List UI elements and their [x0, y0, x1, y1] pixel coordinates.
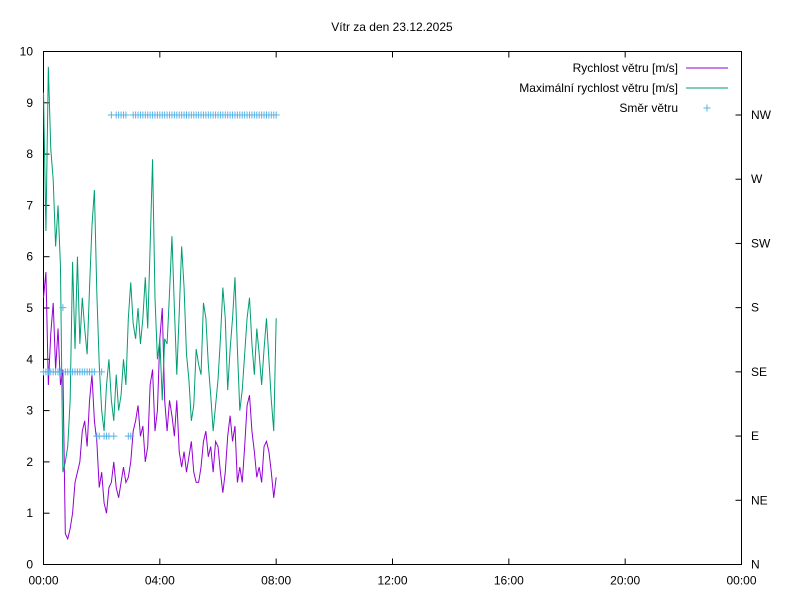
x-tick-label: 04:00 — [145, 574, 175, 588]
x-tick-label: 00:00 — [726, 574, 756, 588]
y-tick-label: 9 — [26, 96, 33, 110]
y-tick-label: 3 — [26, 404, 33, 418]
y2-tick-label: N — [751, 558, 760, 572]
legend-label-0: Rychlost větru [m/s] — [573, 61, 678, 75]
axes-layer: 0 1 2 3 4 5 6 7 8 9 10 N NE E SE S SW W NW 00:00 04:00 08:00 1… — [20, 45, 772, 588]
y2-tick-label: NE — [751, 493, 768, 507]
y-tick-label: 4 — [26, 352, 33, 366]
direction-point — [127, 432, 135, 440]
y2-tick-label: S — [751, 301, 759, 315]
direction-point — [90, 368, 98, 376]
x-tick-label: 16:00 — [494, 574, 524, 588]
y2-tick-label: E — [751, 429, 759, 443]
direction-point — [110, 432, 118, 440]
y2-tick-label: SW — [751, 236, 771, 250]
legend: Rychlost větru [m/s] Maximální rychlost v… — [519, 61, 728, 115]
y-tick-label: 1 — [26, 506, 33, 520]
direction-point — [272, 111, 280, 119]
y-tick-label: 0 — [26, 558, 33, 572]
y2-tick-label: NW — [751, 108, 772, 122]
legend-label-2: Směr větru — [619, 101, 678, 115]
x-tick-label: 08:00 — [261, 574, 291, 588]
y-tick-label: 6 — [26, 250, 33, 264]
y-tick-label: 8 — [26, 147, 33, 161]
y2-tick-label: SE — [751, 365, 767, 379]
x-tick-label: 12:00 — [377, 574, 407, 588]
y-tick-label: 10 — [20, 45, 34, 59]
x-tick-label: 20:00 — [610, 574, 640, 588]
y-tick-label: 5 — [26, 301, 33, 315]
series-layer — [40, 66, 280, 541]
chart-title: Vítr za den 23.12.2025 — [331, 20, 453, 34]
series-line-0 — [43, 272, 277, 541]
legend-label-1: Maximální rychlost větru [m/s] — [519, 81, 678, 95]
y-tick-label: 2 — [26, 455, 33, 469]
legend-swatch-2 — [703, 104, 711, 112]
direction-point — [59, 304, 67, 312]
y2-tick-label: W — [751, 172, 763, 186]
direction-point — [98, 368, 106, 376]
series-points-2 — [40, 111, 280, 440]
direction-point — [122, 111, 130, 119]
y-tick-label: 7 — [26, 198, 33, 212]
series-line-1 — [43, 66, 277, 473]
x-tick-label: 00:00 — [28, 574, 58, 588]
